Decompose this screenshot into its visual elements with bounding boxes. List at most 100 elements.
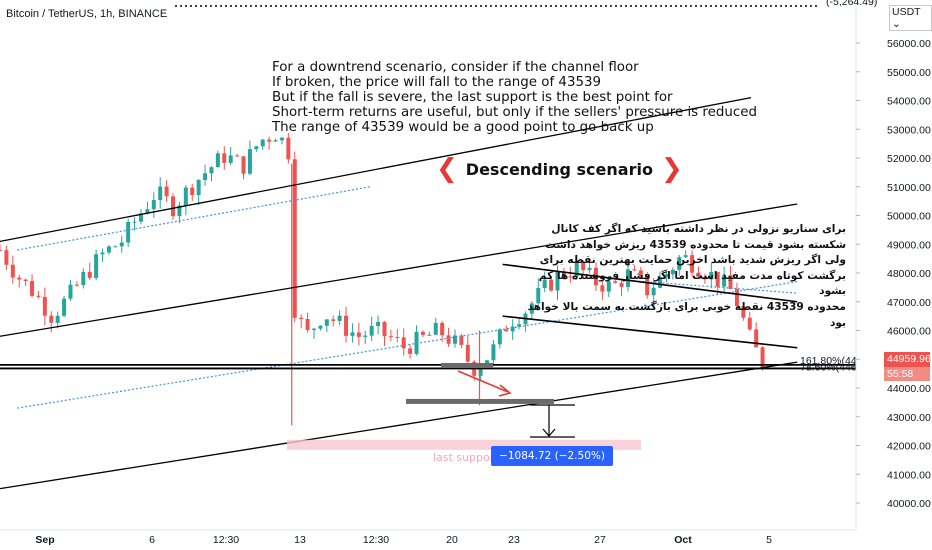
x-tick-label: 23 [508,534,520,546]
english-line: But if the fall is severe, the last supp… [272,90,673,105]
candle-body [632,269,637,271]
candle-body [625,269,630,287]
candle-body [702,276,707,280]
candle-body [356,332,361,337]
candle-body [87,271,92,278]
candle-body [504,329,509,332]
candle-body [715,271,720,287]
arrow-head [498,384,512,397]
candle-body [138,213,143,222]
y-tick-label: 42000.00 [887,441,931,453]
flag-line [502,263,798,303]
x-axis: Sep 6 12:30 13 12:30 20 23 27 Oct 5 [0,529,856,546]
candle-body [119,242,124,247]
candle-body [68,284,73,299]
candle-body [536,287,541,304]
candle-body [677,257,682,270]
candle-body [196,179,201,196]
candle-body [49,315,54,323]
candle-body [754,329,759,348]
candle-body [158,186,163,201]
candle-body [388,336,393,338]
candle-body [267,139,272,142]
candle-body [459,335,464,345]
candle-body [709,271,714,280]
scenario-label: Descending scenario [465,159,653,179]
x-tick-label: 13 [294,534,306,546]
candle-body [408,348,413,354]
candle-body [0,250,2,251]
candle-body [446,335,451,344]
candle-body [690,255,695,273]
candle-body [183,187,188,206]
last-support-label: last support [433,451,499,464]
symbol-title: Bitcoin / TetherUS, 1h, BINANCE [6,8,168,20]
candle-body [741,306,746,318]
candle-body [203,173,208,180]
english-line: The range of 43539 would be a good point… [272,120,654,135]
candle-body [420,331,425,335]
candle-body [279,137,284,141]
candle-body [529,303,534,314]
candle-body [369,325,374,336]
candles-layer [0,132,765,426]
candle-body [728,275,733,290]
measure-tool-readout[interactable]: −1084.72 (−2.50%) −108472 [491,446,613,482]
candle-body [42,296,47,316]
candle-body [638,270,643,277]
y-tick-label: 52000.00 [887,153,931,165]
candle-body [106,246,111,253]
candle-body [337,315,342,321]
farsi-annotation: برای سناریو نزولی در نظر داشته باشید که … [520,222,846,331]
candle-body [247,149,252,174]
candle-body [401,337,406,349]
down-arrow-icon [457,370,509,393]
candle-body [670,269,675,275]
candle-body [395,337,400,339]
candle-body [324,319,329,326]
upper-channel [0,96,752,243]
currency-selector[interactable]: USDT ⌄ [889,5,932,31]
candle-body [222,153,227,163]
candle-body [651,287,656,296]
y-tick-label: 48000.00 [887,268,931,280]
middle-channel [0,203,798,337]
breakout-zone [441,363,493,368]
candle-body [113,246,118,248]
dotted-upper-mid [17,186,370,251]
candle-body [363,335,368,337]
farsi-line: برای سناریو نزولی در نظر داشته باشید که … [551,223,846,235]
y-tick-label: 53000.00 [887,124,931,136]
candle-body [497,329,502,345]
candle-body [30,280,35,296]
farsi-line: محدوده 43539 نقطه خوبی برای بازگشت به سم… [527,300,846,329]
candle-body [318,325,323,329]
candle-body [311,328,316,331]
candle-body [74,284,79,286]
y-axis-panel [856,0,932,550]
candle-body [286,137,291,160]
candle-body [683,255,688,258]
y-tick-label: 40000.00 [887,498,931,510]
candle-body [62,298,67,316]
candle-body [568,276,573,278]
candle-body [606,281,611,292]
candle-body [331,319,336,321]
y-tick-label: 41000.00 [887,469,931,481]
candle-body [555,271,560,291]
chevron-left-icon: ❮ [436,154,458,184]
candle-body [722,275,727,287]
candle-body [299,317,304,320]
countdown-tag: 55:58 [884,367,930,381]
x-tick-label: 6 [149,534,155,546]
candle-body [452,335,457,344]
candle-body [305,319,310,331]
candle-body [292,159,297,318]
candle-body [171,196,176,217]
candle-body [228,155,233,163]
candle-body [344,315,349,336]
candle-body [491,344,496,361]
y-tick-label: 56000.00 [887,38,931,50]
candle-body [254,146,259,150]
